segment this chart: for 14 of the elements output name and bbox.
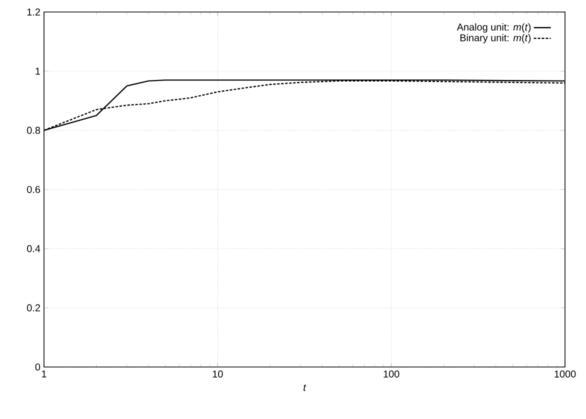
x-tick-label: 10: [212, 370, 223, 378]
legend-label: Analog unit: m(t): [456, 23, 531, 33]
y-tick-label: 1.2: [27, 8, 40, 16]
y-tick-label: 1: [36, 68, 40, 75]
y-tick-label: 0.8: [27, 126, 40, 134]
y-tick-label: 0.4: [27, 245, 40, 252]
x-tick-label: 100: [384, 370, 400, 378]
x-tick-label: 1000: [554, 370, 576, 378]
x-axis-title: t: [304, 384, 306, 391]
legend-label: Binary unit: m(t): [460, 34, 531, 44]
x-tick-label: 1: [42, 370, 46, 378]
y-tick-label: 0.6: [27, 186, 40, 194]
y-tick-label: 0.2: [27, 304, 40, 312]
y-tick-label: 0: [35, 363, 40, 371]
